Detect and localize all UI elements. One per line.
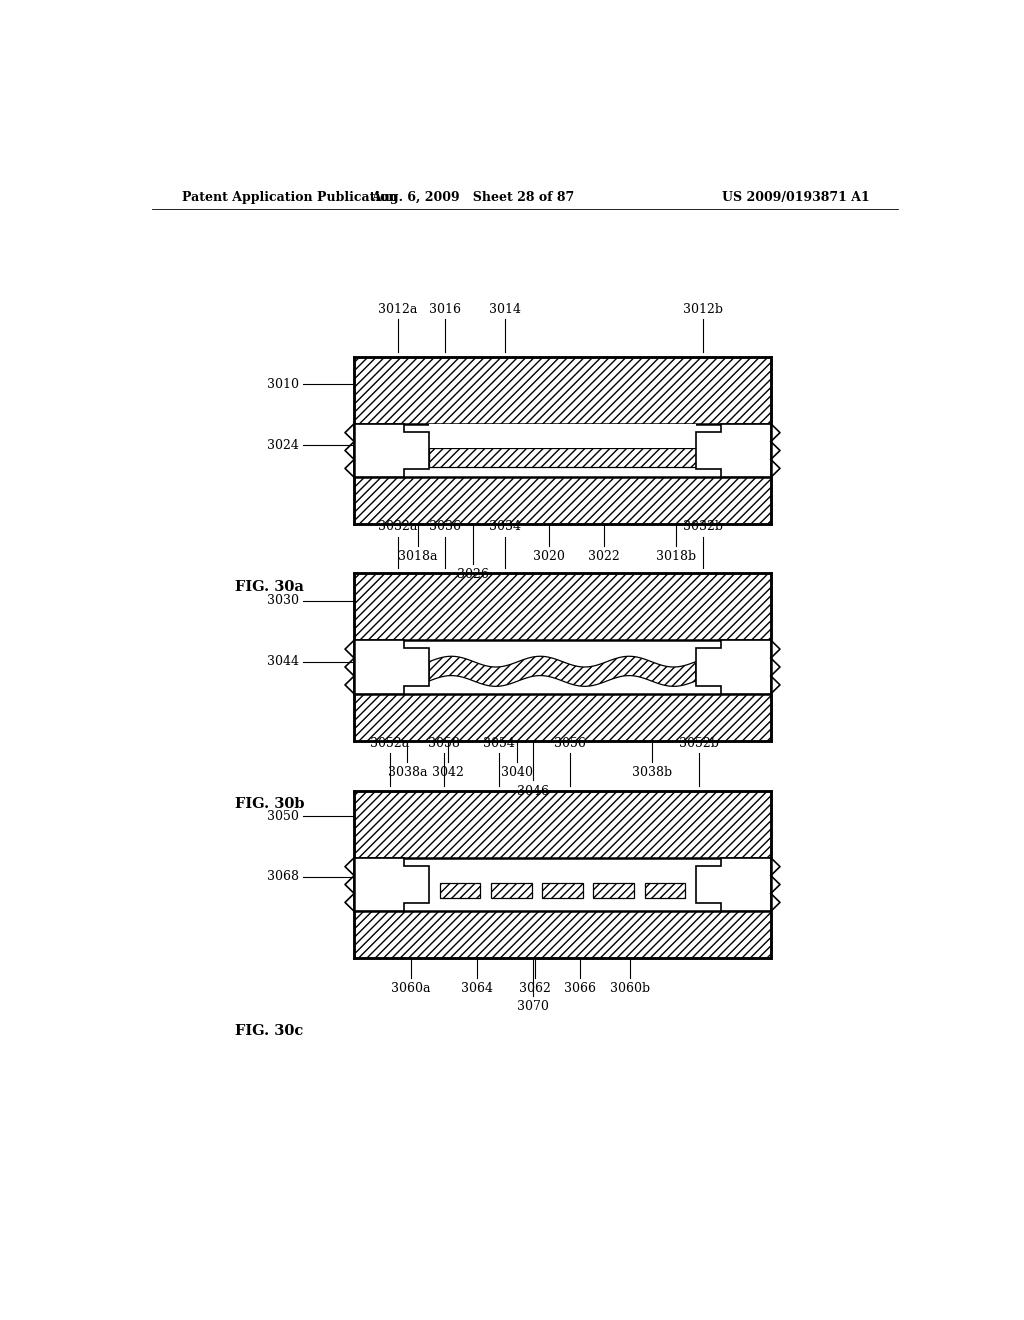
Bar: [354, 791, 771, 858]
Text: 3012b: 3012b: [683, 304, 723, 315]
Text: 3038b: 3038b: [632, 766, 672, 779]
Bar: [429, 424, 696, 447]
Bar: [543, 883, 583, 898]
Text: 3052b: 3052b: [680, 737, 719, 750]
Text: 3068: 3068: [266, 870, 299, 883]
Text: 3064: 3064: [461, 982, 494, 995]
Text: 3032b: 3032b: [683, 520, 723, 533]
Text: 3058: 3058: [428, 737, 460, 750]
Polygon shape: [696, 424, 771, 478]
Polygon shape: [354, 424, 429, 478]
Text: 3032a: 3032a: [378, 520, 418, 533]
Polygon shape: [429, 656, 696, 686]
Text: 3026: 3026: [458, 568, 489, 581]
Text: 3030: 3030: [266, 594, 299, 607]
Text: 3050: 3050: [266, 809, 299, 822]
Text: FIG. 30c: FIG. 30c: [236, 1024, 303, 1039]
Text: 3060a: 3060a: [391, 982, 430, 995]
Text: 3060b: 3060b: [610, 982, 650, 995]
Text: FIG. 30b: FIG. 30b: [236, 797, 304, 810]
Text: 3012a: 3012a: [378, 304, 418, 315]
Bar: [354, 356, 771, 424]
Text: 3018a: 3018a: [398, 549, 437, 562]
Text: 3044: 3044: [266, 655, 299, 668]
Text: 3010: 3010: [266, 378, 299, 391]
Bar: [440, 883, 480, 898]
Bar: [645, 883, 685, 898]
Text: 3042: 3042: [432, 766, 464, 779]
Text: 3020: 3020: [532, 549, 564, 562]
Text: 3034: 3034: [489, 520, 521, 533]
Text: 3066: 3066: [564, 982, 596, 995]
Text: Patent Application Publication: Patent Application Publication: [182, 190, 397, 203]
Bar: [354, 478, 771, 524]
Bar: [594, 883, 634, 898]
Text: 3036: 3036: [429, 520, 462, 533]
Bar: [354, 573, 771, 640]
Text: 3046: 3046: [517, 784, 549, 797]
Bar: [354, 694, 771, 741]
Polygon shape: [354, 858, 429, 911]
Text: 3022: 3022: [588, 549, 621, 562]
Text: 3062: 3062: [519, 982, 551, 995]
Text: 3016: 3016: [429, 304, 462, 315]
Text: 3018b: 3018b: [655, 549, 695, 562]
Text: 3014: 3014: [489, 304, 521, 315]
Polygon shape: [354, 640, 429, 694]
Bar: [492, 883, 531, 898]
Text: Aug. 6, 2009   Sheet 28 of 87: Aug. 6, 2009 Sheet 28 of 87: [372, 190, 574, 203]
Text: 3070: 3070: [517, 1001, 549, 1012]
Text: 3052a: 3052a: [371, 737, 410, 750]
Polygon shape: [696, 858, 771, 911]
Text: 3038a: 3038a: [388, 766, 427, 779]
Bar: [429, 447, 696, 466]
Text: 3056: 3056: [554, 737, 586, 750]
Text: 3040: 3040: [501, 766, 532, 779]
Text: FIG. 30a: FIG. 30a: [236, 581, 304, 594]
Text: US 2009/0193871 A1: US 2009/0193871 A1: [722, 190, 870, 203]
Bar: [354, 911, 771, 958]
Text: 3024: 3024: [266, 438, 299, 451]
Text: 3054: 3054: [483, 737, 515, 750]
Polygon shape: [696, 640, 771, 694]
